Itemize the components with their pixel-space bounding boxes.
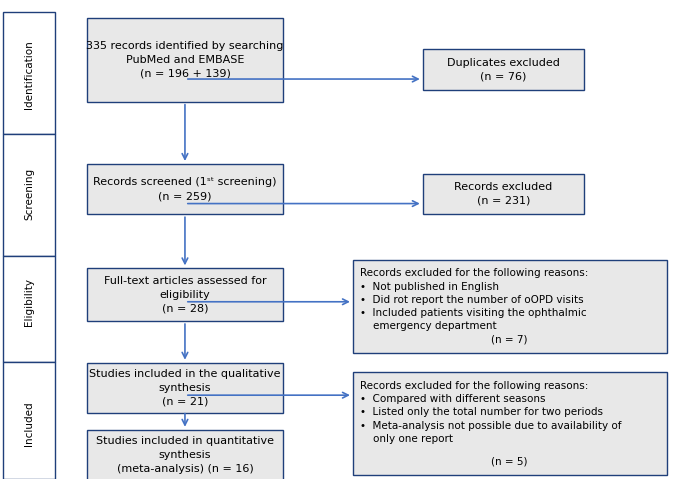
Text: Records excluded for the following reasons:
•  Compared with different seasons
•: Records excluded for the following reaso… xyxy=(360,381,621,444)
Text: Eligibility: Eligibility xyxy=(24,278,34,326)
Text: (n = 7): (n = 7) xyxy=(491,335,528,345)
Text: Duplicates excluded
(n = 76): Duplicates excluded (n = 76) xyxy=(447,57,560,81)
FancyBboxPatch shape xyxy=(88,18,282,102)
Text: (n = 5): (n = 5) xyxy=(491,457,528,467)
Text: 335 records identified by searching
PubMed and EMBASE
(n = 196 + 139): 335 records identified by searching PubM… xyxy=(86,41,284,79)
Text: Records excluded for the following reasons:
•  Not published in English
•  Did r: Records excluded for the following reaso… xyxy=(360,269,588,331)
FancyBboxPatch shape xyxy=(3,12,55,134)
FancyBboxPatch shape xyxy=(88,268,282,321)
Text: Studies included in the qualitative
synthesis
(n = 21): Studies included in the qualitative synt… xyxy=(89,369,281,407)
Text: Identification: Identification xyxy=(24,40,34,109)
FancyBboxPatch shape xyxy=(88,363,282,413)
FancyBboxPatch shape xyxy=(88,430,282,479)
Text: Records screened (1ˢᵗ screening)
(n = 259): Records screened (1ˢᵗ screening) (n = 25… xyxy=(93,177,277,201)
FancyBboxPatch shape xyxy=(423,49,584,90)
Text: Records excluded
(n = 231): Records excluded (n = 231) xyxy=(454,182,553,206)
FancyBboxPatch shape xyxy=(3,134,55,256)
FancyBboxPatch shape xyxy=(353,260,667,354)
FancyBboxPatch shape xyxy=(88,164,282,215)
FancyBboxPatch shape xyxy=(3,362,55,479)
FancyBboxPatch shape xyxy=(3,256,55,362)
FancyBboxPatch shape xyxy=(353,373,667,475)
FancyBboxPatch shape xyxy=(423,174,584,215)
Text: Studies included in quantitative
synthesis
(meta-analysis) (n = 16): Studies included in quantitative synthes… xyxy=(96,436,274,474)
Text: Screening: Screening xyxy=(24,168,34,220)
Text: Included: Included xyxy=(24,401,34,446)
Text: Full-text articles assessed for
eligibility
(n = 28): Full-text articles assessed for eligibil… xyxy=(103,276,266,313)
